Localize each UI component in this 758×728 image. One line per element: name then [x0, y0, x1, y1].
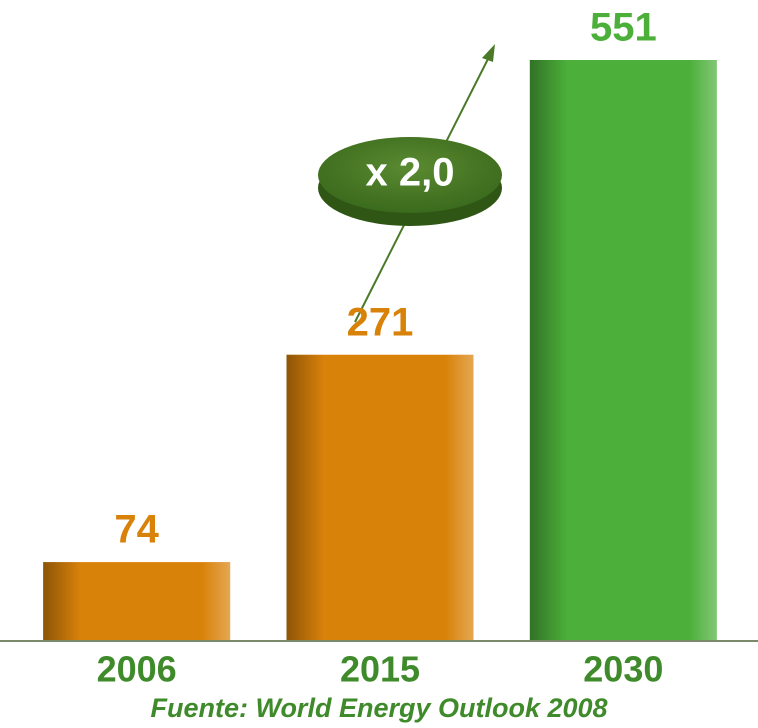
- source: Fuente: World Energy Outlook 2008: [150, 693, 607, 723]
- value-label: 271: [347, 300, 414, 344]
- annotation: x 2,0: [366, 151, 455, 195]
- x-tick-label: 2030: [583, 649, 663, 690]
- bars: [43, 60, 717, 640]
- bar-shade: [529, 60, 717, 640]
- x-tick-label: 2006: [97, 649, 177, 690]
- bar-shade: [43, 562, 231, 640]
- bar-shade: [286, 354, 474, 640]
- x-tick-label: 2015: [340, 649, 420, 690]
- arrow-head: [482, 44, 495, 62]
- value-label: 551: [590, 6, 657, 50]
- value-label: 74: [114, 508, 159, 552]
- disc: [318, 137, 502, 213]
